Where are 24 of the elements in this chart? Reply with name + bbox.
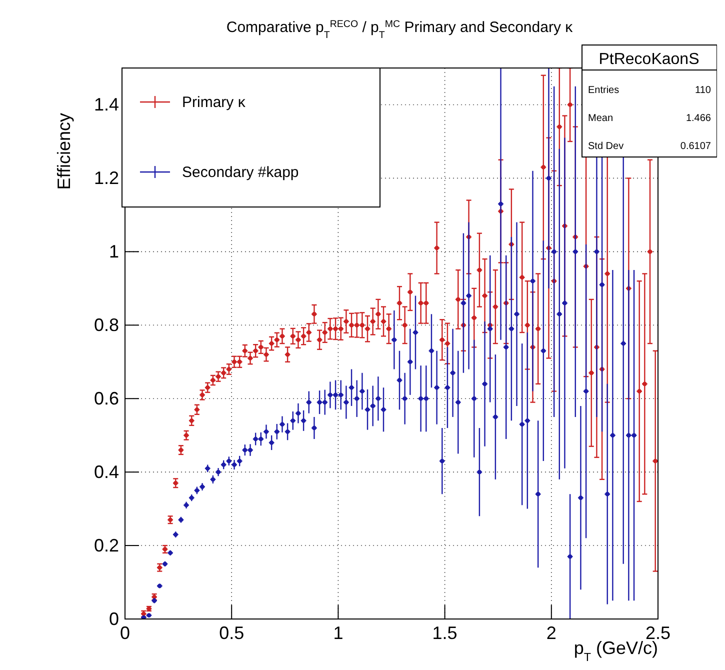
legend-label: Secondary #kapp (182, 164, 299, 181)
legend-label: Primary κ (182, 94, 246, 111)
y-tick-label: 0.2 (94, 536, 119, 556)
x-axis-title: p$_{T}$ (GeV/c) (574, 638, 658, 664)
annotation: Entries (588, 85, 620, 96)
text: 0.6107 (680, 141, 712, 152)
text: 110 (695, 85, 712, 96)
annotation: Mean (588, 113, 614, 124)
text: 1.466 (686, 113, 712, 124)
y-tick-label: 0.4 (94, 462, 119, 482)
chart-title: Comparative p$_{T}$$^{RECO}$ / p$_{T}$$^{MC}$ Primary and Secondary κ (226, 18, 574, 40)
annotation: Std Dev (588, 141, 624, 152)
x-tick-label: 1.5 (432, 623, 458, 643)
y-tick-label: 0.6 (94, 388, 119, 409)
y-tick-label: 1 (108, 242, 119, 262)
x-tick-label: 2 (546, 623, 556, 643)
x-tick-label: 1 (333, 623, 344, 643)
x-tick-label: 0.5 (219, 623, 244, 643)
y-tick-label: 0 (108, 609, 119, 629)
text: PtRecoKaonS (598, 51, 700, 68)
y-tick-label: 1.4 (94, 94, 119, 115)
y-tick-label: 1.2 (94, 168, 119, 188)
y-axis-title: Efficiency (54, 113, 74, 190)
y-tick-label: 0.8 (94, 315, 119, 336)
